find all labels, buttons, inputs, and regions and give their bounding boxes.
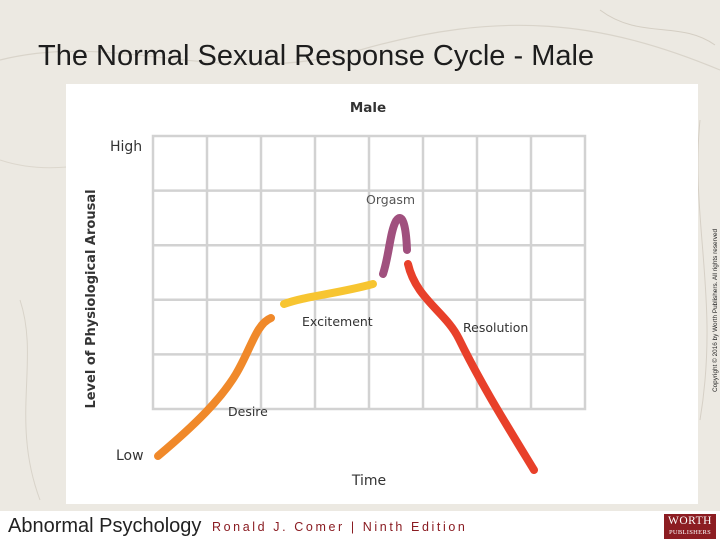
copyright-notice: Copyright © 2016 by Worth Publishers. Al… (712, 228, 719, 392)
orgasm-label: Orgasm (366, 192, 415, 207)
footer-author-edition: Ronald J. Comer | Ninth Edition (212, 520, 468, 534)
desire-curve (154, 314, 275, 460)
y-low-label: Low (116, 448, 144, 464)
response-cycle-diagram: Male High Low Time Level of Physiologica… (84, 100, 587, 489)
excitement-label: Excitement (302, 314, 373, 329)
resolution-curve (404, 260, 538, 474)
grid (151, 134, 587, 411)
publisher-logo-line1: WORTH (668, 515, 712, 527)
excitement-curve (280, 280, 377, 308)
x-axis-label: Time (351, 473, 386, 489)
footer-bar: Abnormal Psychology Ronald J. Comer | Ni… (0, 511, 720, 540)
figure-panel: Male High Low Time Level of Physiologica… (66, 84, 698, 504)
footer-book-title: Abnormal Psychology (8, 515, 202, 537)
slide-title: The Normal Sexual Response Cycle - Male (38, 40, 595, 72)
y-high-label: High (110, 139, 142, 155)
desire-label: Desire (228, 404, 268, 419)
publisher-logo-line2: PUBLISHERS (668, 528, 711, 536)
orgasm-curve (379, 214, 411, 278)
y-axis-label: Level of Physiological Arousal (84, 189, 99, 408)
resolution-label: Resolution (463, 320, 528, 335)
panel-title: Male (350, 100, 386, 116)
publisher-logo: WORTH PUBLISHERS (664, 514, 716, 539)
